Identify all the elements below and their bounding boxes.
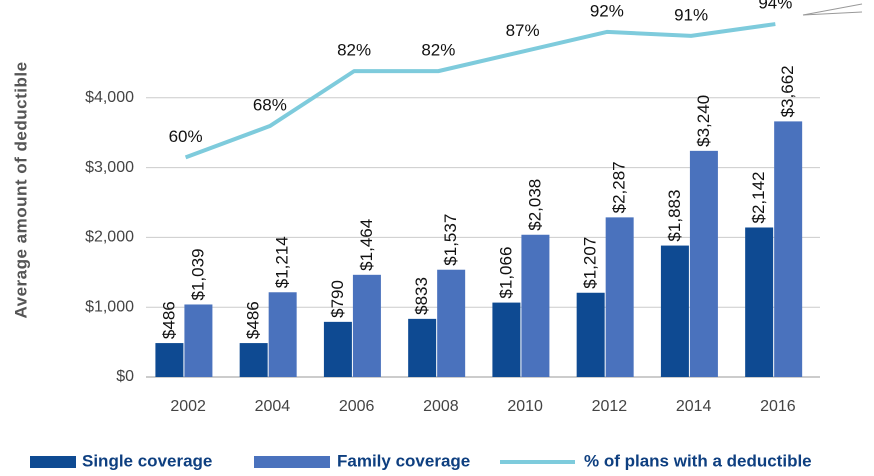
y-tick-label: $0 — [116, 368, 134, 385]
bar — [437, 269, 466, 377]
y-axis-title: Average amount of deductible — [11, 61, 30, 318]
x-tick-label: 2014 — [676, 398, 712, 415]
legend-label: % of plans with a deductible — [584, 451, 812, 470]
legend-swatch — [30, 456, 76, 468]
data-label: $2,038 — [525, 179, 544, 231]
line — [184, 22, 776, 160]
data-label: 91% — [674, 5, 708, 24]
x-tick-label: 2010 — [507, 398, 543, 415]
legend-swatch — [254, 456, 330, 468]
bar — [323, 321, 352, 377]
bar — [155, 343, 184, 377]
bar — [689, 150, 718, 377]
data-label: $790 — [328, 280, 347, 318]
data-label: $2,287 — [610, 161, 629, 213]
data-label: $3,240 — [694, 95, 713, 147]
x-tick-label: 2012 — [592, 398, 628, 415]
data-label: 60% — [169, 127, 203, 146]
y-tick-label: $2,000 — [85, 229, 134, 246]
data-label: $1,039 — [188, 248, 207, 300]
bar — [605, 217, 634, 377]
x-tick-label: 2002 — [170, 398, 206, 415]
y-tick-label: $3,000 — [85, 159, 134, 176]
bar — [352, 274, 381, 377]
data-label: 82% — [337, 41, 371, 60]
data-label: $1,464 — [357, 219, 376, 271]
data-label: $2,142 — [749, 171, 768, 223]
x-tick-label: 2006 — [339, 398, 375, 415]
x-tick-label: 2004 — [255, 398, 291, 415]
callout-line — [802, 3, 863, 16]
callout-line — [802, 11, 863, 16]
data-label: 92% — [590, 1, 624, 20]
bar — [774, 121, 803, 378]
y-tick-label: $4,000 — [85, 89, 134, 106]
x-tick-label: 2008 — [423, 398, 459, 415]
data-label: 82% — [421, 41, 455, 60]
data-label: $1,207 — [581, 237, 600, 289]
data-label: $1,537 — [441, 214, 460, 266]
data-label: 94% — [758, 0, 792, 13]
data-label: 68% — [253, 96, 287, 115]
bar — [268, 292, 297, 377]
legend-label: Single coverage — [82, 451, 212, 470]
bar — [576, 292, 605, 377]
x-tick-label: 2016 — [760, 398, 796, 415]
data-label: $3,662 — [778, 65, 797, 117]
bar — [745, 227, 774, 377]
bar — [521, 234, 550, 377]
data-label: $486 — [159, 301, 178, 339]
data-label: $486 — [244, 301, 263, 339]
data-label: $1,066 — [496, 247, 515, 299]
bar — [184, 304, 213, 377]
data-label: $1,214 — [273, 236, 292, 288]
bar — [408, 318, 437, 377]
y-tick-label: $1,000 — [85, 298, 134, 315]
legend-label: Family coverage — [337, 451, 470, 470]
data-label: $833 — [412, 277, 431, 315]
data-label: $1,883 — [665, 190, 684, 242]
bar — [239, 343, 268, 377]
data-label: 87% — [506, 21, 540, 40]
bar — [492, 302, 521, 377]
bar — [660, 245, 689, 377]
